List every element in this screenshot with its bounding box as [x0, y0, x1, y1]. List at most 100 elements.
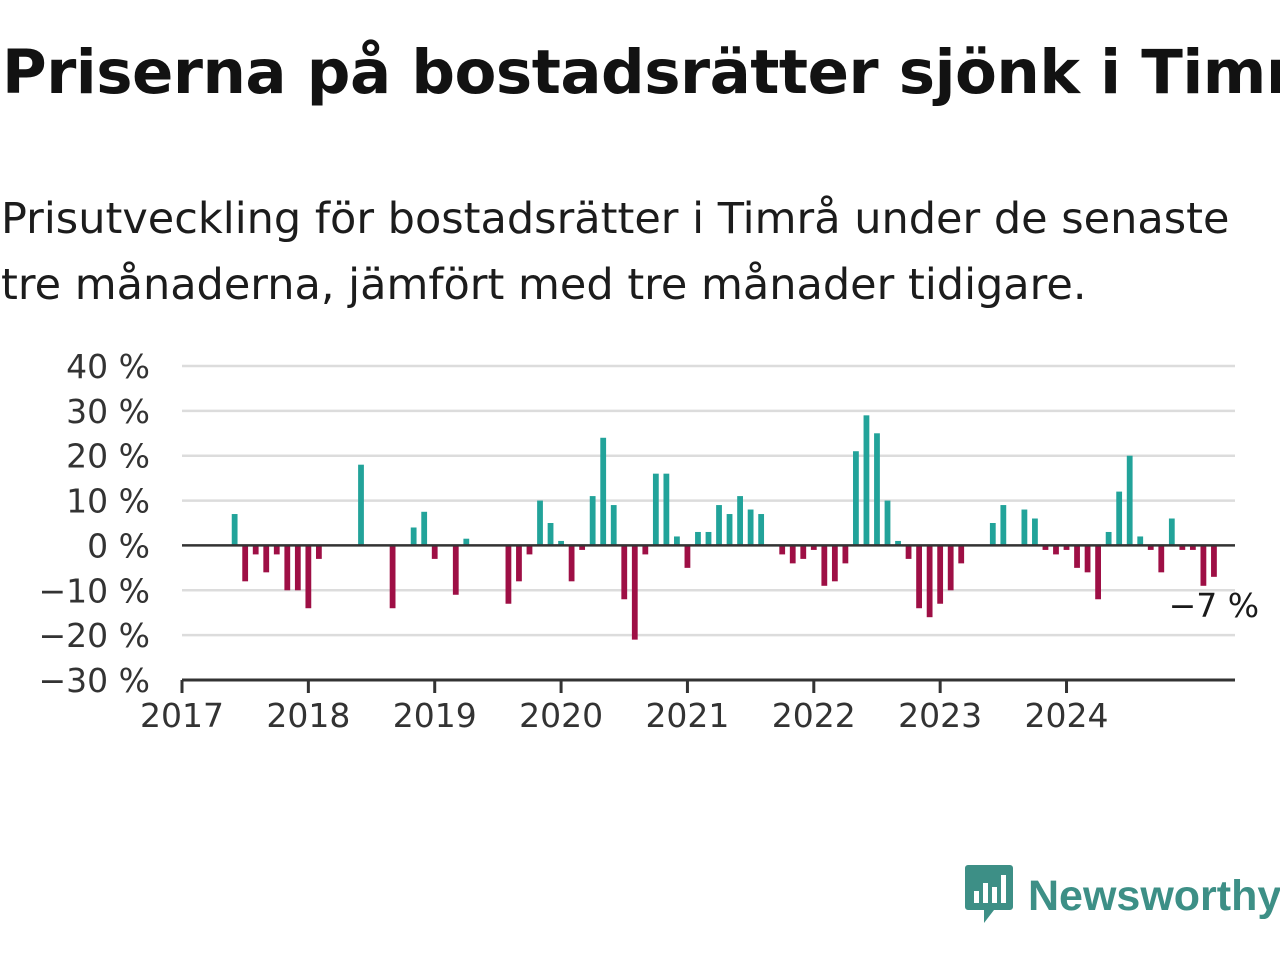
x-tick-label: 2017: [140, 696, 224, 735]
bar: [1053, 545, 1059, 555]
bar: [789, 545, 796, 564]
bar: [810, 545, 817, 550]
bar: [526, 545, 533, 555]
bar: [842, 545, 849, 564]
bar: [1168, 518, 1175, 546]
y-tick-label: 0 %: [87, 526, 150, 565]
bar: [652, 473, 659, 546]
x-tick-label: 2023: [898, 696, 982, 735]
bar: [1000, 505, 1007, 546]
bar: [463, 538, 470, 546]
x-tick-label: 2021: [645, 696, 729, 735]
axes: [182, 544, 1235, 682]
bar: [1116, 491, 1123, 546]
bar: [895, 540, 901, 546]
bar: [737, 496, 743, 546]
bar: [1074, 545, 1080, 568]
x-tick-label: 2022: [772, 696, 856, 735]
bar: [705, 531, 712, 546]
brand-name: Newsworthy: [1028, 871, 1280, 920]
y-tick-label: 10 %: [66, 482, 150, 521]
bar-chart-speech-bubble-icon: [964, 863, 1014, 929]
bar: [1211, 545, 1217, 577]
bar: [663, 473, 670, 546]
bar: [884, 500, 891, 546]
bar: [695, 531, 701, 546]
x-tick-label: 2018: [266, 696, 350, 735]
x-tick-label: 2024: [1025, 696, 1109, 735]
last-value-label: −7 %: [1169, 586, 1260, 625]
bar: [600, 437, 607, 546]
bar: [389, 545, 396, 609]
bar: [642, 545, 649, 555]
bar: [263, 545, 270, 573]
bar: [758, 514, 765, 546]
chart-subtitle: Prisutveckling för bostadsrätter i Timrå…: [1, 194, 1230, 310]
bar: [231, 514, 238, 546]
bar: [1189, 545, 1196, 550]
bar: [410, 527, 417, 546]
bar: [726, 514, 733, 546]
bar: [358, 464, 364, 546]
x-tick-label: 2020: [519, 696, 603, 735]
bar: [1084, 545, 1091, 573]
y-tick-label: 20 %: [66, 437, 150, 476]
bar: [589, 496, 596, 546]
bar: [547, 523, 554, 546]
bar: [252, 545, 259, 555]
bar: [1147, 545, 1154, 550]
bar: [905, 545, 912, 559]
bar: [916, 545, 922, 609]
bar: [305, 545, 312, 609]
bar: [505, 545, 512, 604]
bar: [1095, 545, 1101, 600]
bar: [1042, 545, 1049, 550]
bar: [779, 545, 786, 555]
bar: [800, 545, 807, 559]
bar: [937, 545, 944, 604]
bar: [558, 540, 564, 546]
y-tick-label: −30 %: [39, 661, 151, 700]
bar: [989, 523, 996, 546]
bar: [568, 545, 575, 582]
bar: [716, 505, 722, 546]
bar: [874, 433, 880, 546]
bar: [926, 545, 933, 618]
bar: [747, 509, 754, 546]
chart-title: Priserna på bostadsrätter sjönk i Timrå: [2, 37, 1280, 108]
bar: [853, 451, 859, 546]
y-axis-ticks: 40 % 30 % 20 % 10 % 0 % −10 % −20 % −30 %: [39, 347, 151, 700]
bar: [1200, 545, 1207, 586]
bar: [1126, 455, 1133, 546]
bar: [610, 505, 617, 546]
bar: [1032, 518, 1038, 546]
bar: [284, 545, 291, 591]
y-tick-label: 40 %: [66, 347, 150, 386]
x-tick-label: 2019: [393, 696, 477, 735]
y-tick-label: 30 %: [66, 392, 150, 431]
x-axis-ticks: 2017 2018 2019 2020 2021 2022 2023 2024: [140, 680, 1109, 735]
newsworthy-logo: Newsworthy: [964, 864, 1280, 928]
bar: [579, 545, 586, 550]
bar: [421, 511, 428, 546]
y-tick-label: −20 %: [39, 616, 151, 655]
bar: [315, 545, 322, 559]
bar: [1137, 536, 1144, 546]
bar: [831, 545, 838, 582]
bar: [947, 545, 954, 591]
bar: [1105, 531, 1112, 546]
bar: [1179, 545, 1186, 550]
bar: [537, 500, 543, 546]
bar: [1158, 545, 1165, 573]
bar-chart: 40 %30 %20 %10 %0 %−10 %−20 %−30 % 2017 2…: [39, 347, 1260, 735]
bar: [821, 545, 828, 586]
bar: [452, 545, 459, 595]
bar: [621, 545, 628, 600]
bar-series: [231, 415, 1217, 640]
bar: [958, 545, 965, 564]
bar: [431, 545, 438, 559]
y-tick-label: −10 %: [39, 571, 151, 610]
gridlines: [182, 364, 1235, 637]
bar: [674, 536, 680, 546]
bar: [863, 415, 870, 546]
